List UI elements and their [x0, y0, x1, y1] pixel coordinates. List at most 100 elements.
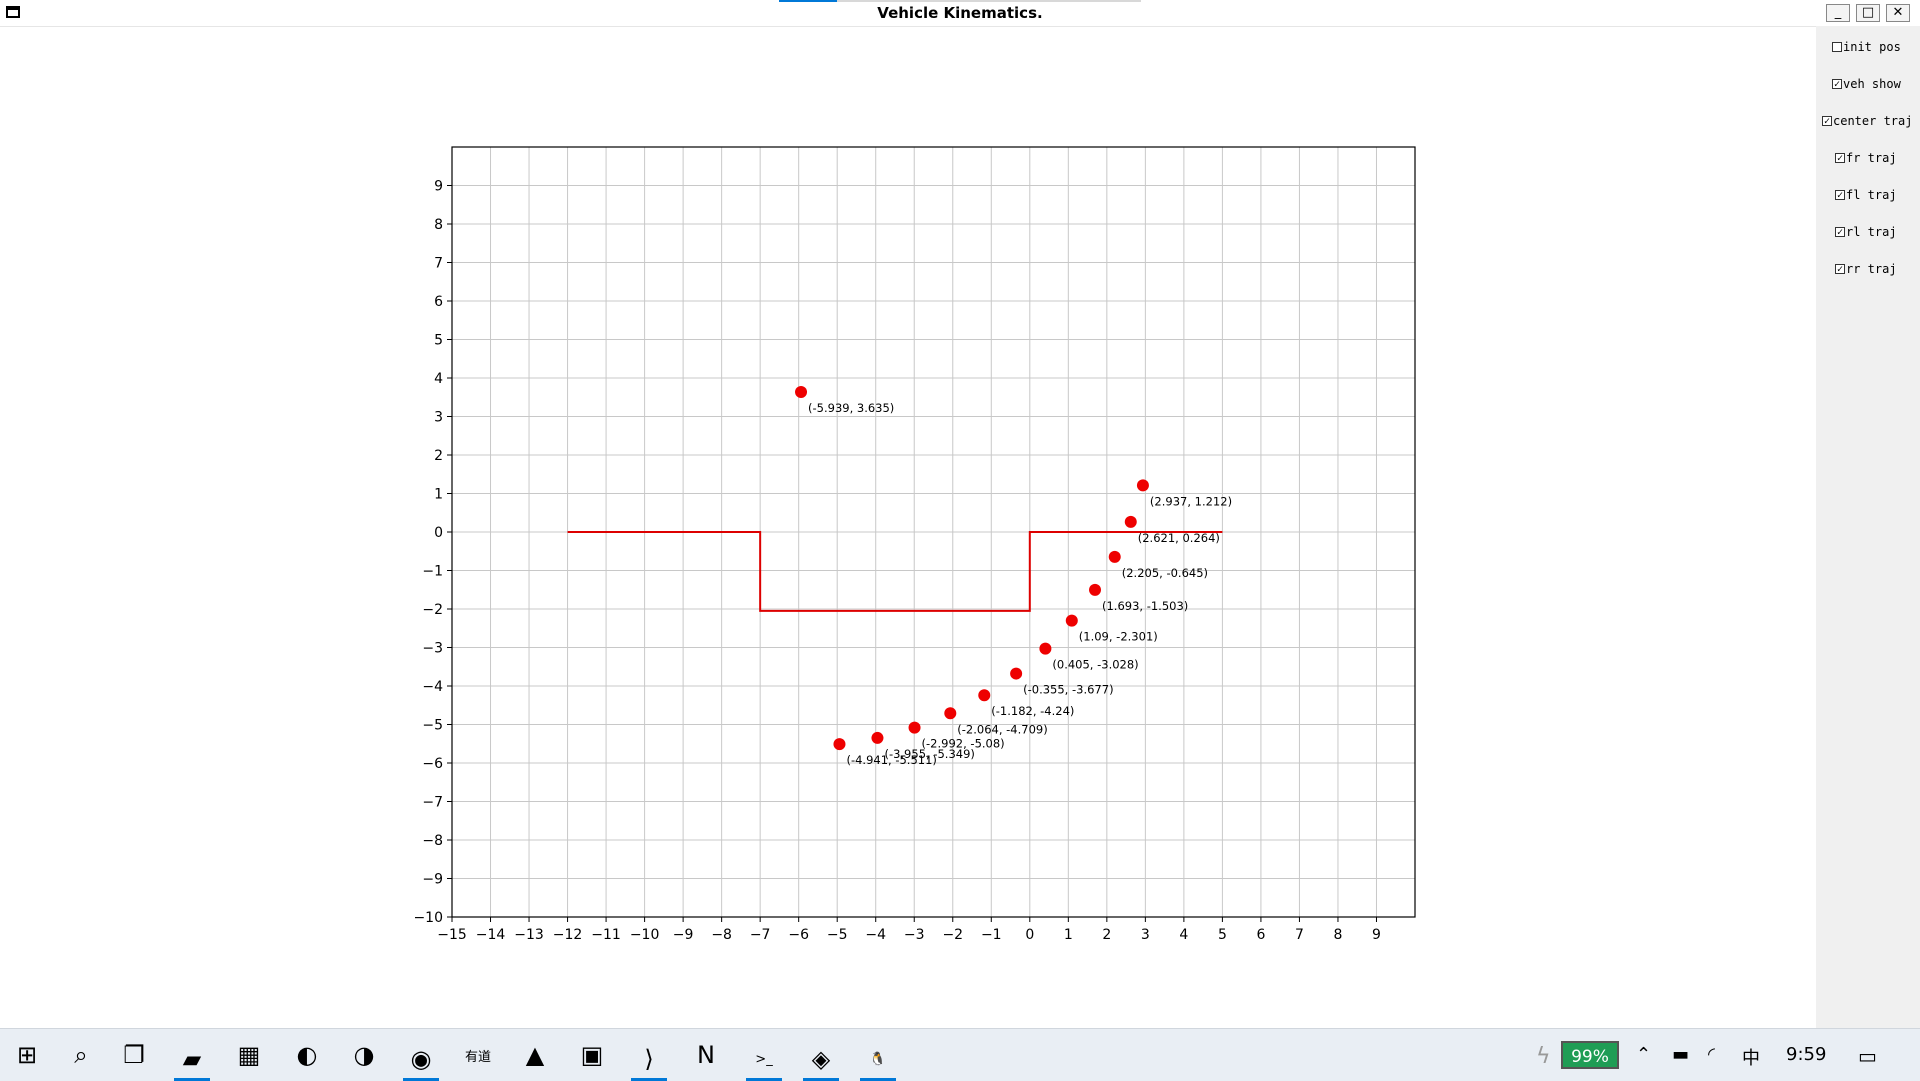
windows-start-icon[interactable]: ⊞ [9, 1037, 45, 1073]
linux-penguin-glyph: 🐧 [869, 1051, 887, 1067]
y-tick-label: −1 [422, 564, 443, 580]
minimize-button[interactable]: _ [1826, 4, 1850, 22]
notification-icon[interactable]: ▭ [1858, 1044, 1877, 1068]
file-explorer-icon[interactable]: ▰ [174, 1037, 210, 1081]
onenote-glyph: N [697, 1041, 715, 1069]
plot-frame [451, 146, 1416, 918]
point-label: (1.09, -2.301) [1079, 630, 1158, 644]
x-tick-label: −5 [827, 927, 848, 943]
point-label: (2.621, 0.264) [1138, 531, 1220, 545]
x-tick-label: −12 [553, 927, 583, 943]
app-window-icon[interactable] [6, 6, 20, 18]
title-progress-bar [779, 0, 1141, 2]
road-line-layer [567, 531, 1223, 612]
side-panel: init pos ✓ veh show ✓ center traj ✓ fr traj ✓ fl… [1816, 26, 1920, 1028]
point-label: (2.205, -0.645) [1122, 566, 1208, 580]
y-tick-label: −5 [422, 718, 443, 734]
file-explorer-glyph: ▰ [182, 1045, 202, 1073]
window-title: Vehicle Kinematics. [877, 4, 1043, 22]
checkbox-fl-traj[interactable]: ✓ fl traj [1835, 188, 1897, 202]
power-icon: ϟ [1536, 1044, 1551, 1069]
checkbox-init-pos[interactable]: init pos [1832, 40, 1901, 54]
edge-icon[interactable]: ◐ [289, 1037, 325, 1073]
point-label: (-1.182, -4.24) [991, 704, 1074, 718]
x-tick-label: 1 [1064, 927, 1073, 943]
checkbox-box[interactable]: ✓ [1835, 153, 1845, 164]
y-tick-label: 8 [434, 217, 443, 233]
checkbox-label: init pos [1843, 40, 1901, 54]
x-tick-label: −1 [981, 927, 1002, 943]
trajectory-point [908, 721, 921, 734]
checkbox-box[interactable] [1832, 42, 1842, 52]
calculator-glyph: ▦ [237, 1041, 261, 1069]
x-tick-label: −14 [476, 927, 506, 943]
matlab-icon[interactable]: ▲ [517, 1037, 553, 1073]
terminal-icon[interactable]: >_ [746, 1037, 782, 1081]
y-tick-label: −8 [422, 833, 443, 849]
edge-beta-icon[interactable]: ◑ [346, 1037, 382, 1073]
x-tick-label: −6 [788, 927, 809, 943]
chevron-up-icon[interactable]: ⌃ [1636, 1044, 1652, 1065]
trajectory-point [944, 707, 957, 720]
checkbox-label: veh show [1843, 77, 1901, 91]
checkbox-box[interactable]: ✓ [1832, 79, 1842, 90]
checkbox-box[interactable]: ✓ [1822, 116, 1832, 127]
terminal-glyph: >_ [755, 1051, 773, 1067]
photos-glyph: ▣ [580, 1041, 604, 1069]
youdao-icon[interactable]: 有道 [460, 1037, 496, 1073]
checkbox-rl-traj[interactable]: ✓ rl traj [1835, 225, 1897, 239]
task-view-glyph: ❐ [123, 1041, 145, 1069]
trajectory-point [1065, 614, 1078, 627]
chrome-icon[interactable]: ◉ [403, 1037, 439, 1081]
app-purple-icon[interactable]: ◈ [803, 1037, 839, 1081]
checkbox-box[interactable]: ✓ [1835, 190, 1845, 201]
x-tick-label: 7 [1295, 927, 1304, 943]
photos-icon[interactable]: ▣ [574, 1037, 610, 1073]
y-tick-label: −6 [422, 756, 443, 772]
checkbox-label: rl traj [1846, 225, 1897, 239]
close-button[interactable]: ✕ [1886, 4, 1910, 22]
checkbox-box[interactable]: ✓ [1835, 227, 1845, 238]
search-icon[interactable]: ⌕ [63, 1037, 99, 1073]
device-icon[interactable]: ▬ [1672, 1044, 1690, 1065]
ime-indicator[interactable]: 中 [1742, 1048, 1760, 1069]
battery-indicator[interactable]: 99% [1561, 1041, 1619, 1069]
x-tick-label: −7 [750, 927, 771, 943]
y-tick-label: 3 [434, 410, 443, 426]
maximize-button[interactable]: □ [1856, 4, 1880, 22]
point-label: (-4.941, -5.511) [846, 753, 936, 767]
task-view-icon[interactable]: ❐ [116, 1037, 152, 1073]
x-tick-label: 8 [1333, 927, 1342, 943]
point-label: (-0.355, -3.677) [1023, 683, 1113, 697]
points-layer: (-5.939, 3.635) (2.937, 1.212) (2.621, 0.2… [795, 386, 1232, 767]
onenote-icon[interactable]: N [688, 1037, 724, 1073]
wifi-icon[interactable]: ◜ [1708, 1044, 1715, 1065]
chrome-glyph: ◉ [410, 1045, 432, 1073]
trajectory-point [1108, 550, 1121, 563]
y-tick-label: 1 [434, 487, 443, 503]
y-tick-label: 7 [434, 256, 443, 272]
checkbox-veh-show[interactable]: ✓ veh show [1832, 77, 1901, 91]
road-boundary-line [567, 531, 1223, 612]
trajectory-chart[interactable]: −15 −14 −13 −12 −11 −10 −9 −8 −7 −6 −5 −4 −3 −2 −1 0 1 2 3… [0, 26, 1816, 1028]
x-tick-label: −9 [673, 927, 694, 943]
checkbox-box[interactable]: ✓ [1835, 264, 1845, 275]
edge-glyph: ◐ [296, 1041, 318, 1069]
point-label: (2.937, 1.212) [1150, 494, 1232, 508]
point-label: (0.405, -3.028) [1052, 658, 1138, 672]
x-tick-label: −8 [711, 927, 732, 943]
checkbox-label: fl traj [1846, 188, 1897, 202]
checkbox-rr-traj[interactable]: ✓ rr traj [1835, 262, 1897, 276]
vscode-icon[interactable]: ⟩ [631, 1037, 667, 1081]
trajectory-point [795, 386, 808, 399]
checkbox-label: rr traj [1846, 262, 1897, 276]
x-tick-label: 6 [1256, 927, 1265, 943]
x-tick-label: 4 [1179, 927, 1188, 943]
x-tick-label: 9 [1372, 927, 1381, 943]
clock[interactable]: 9:59 [1786, 1044, 1827, 1065]
calculator-icon[interactable]: ▦ [231, 1037, 267, 1073]
linux-penguin-icon[interactable]: 🐧 [860, 1037, 896, 1081]
checkbox-fr-traj[interactable]: ✓ fr traj [1835, 151, 1897, 165]
y-tick-label: 2 [434, 448, 443, 464]
checkbox-center-traj[interactable]: ✓ center traj [1822, 114, 1912, 128]
